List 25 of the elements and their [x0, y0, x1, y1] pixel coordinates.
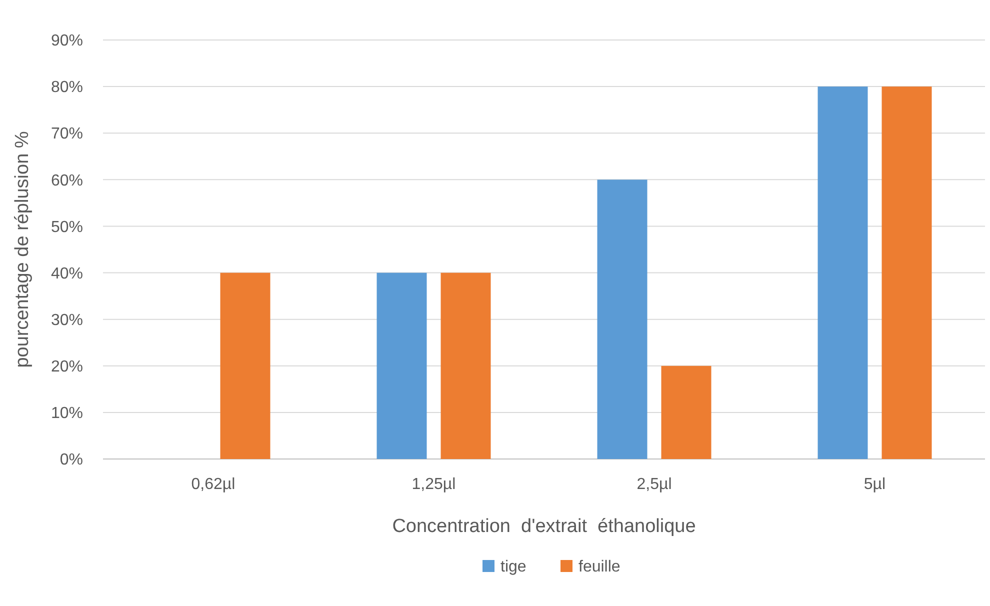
x-tick-label: 5µl — [864, 476, 886, 493]
bar — [220, 272, 270, 459]
y-tick-label: 40% — [50, 265, 83, 282]
y-tick-label: 70% — [50, 126, 83, 143]
bar — [597, 180, 648, 459]
x-tick-label: 1,25µl — [412, 476, 456, 493]
y-axis-title: pourcentage de réplusion % — [12, 131, 33, 368]
y-tick-label: 90% — [50, 32, 83, 50]
x-tick-label: 0,62µl — [191, 476, 236, 493]
y-tick-label: 30% — [50, 312, 83, 329]
bar — [882, 86, 932, 459]
y-tick-label: 10% — [50, 405, 83, 422]
y-tick-label: 0% — [60, 452, 83, 469]
legend-label: feuille — [578, 558, 620, 576]
legend-label: tige — [500, 558, 526, 576]
x-axis-title: Concentration d'extrait éthanolique — [392, 516, 696, 537]
bar — [376, 272, 427, 459]
x-tick-label: 2,5µl — [636, 476, 672, 493]
bar — [440, 272, 491, 459]
bar — [818, 86, 868, 459]
y-tick-label: 60% — [50, 172, 83, 190]
y-tick-label: 80% — [50, 79, 83, 96]
y-tick-label: 20% — [50, 358, 83, 376]
bar — [661, 366, 712, 459]
y-tick-label: 50% — [50, 218, 83, 236]
